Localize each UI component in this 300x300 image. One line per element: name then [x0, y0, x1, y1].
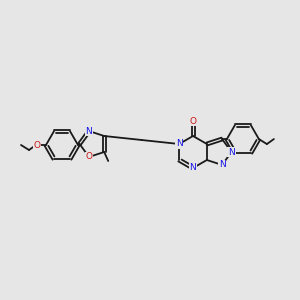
Text: O: O — [34, 140, 40, 149]
Text: O: O — [190, 116, 196, 125]
Text: N: N — [176, 140, 182, 148]
Text: O: O — [85, 152, 92, 161]
Text: N: N — [228, 148, 235, 157]
Text: N: N — [85, 127, 92, 136]
Text: N: N — [219, 160, 225, 169]
Text: N: N — [190, 164, 196, 172]
